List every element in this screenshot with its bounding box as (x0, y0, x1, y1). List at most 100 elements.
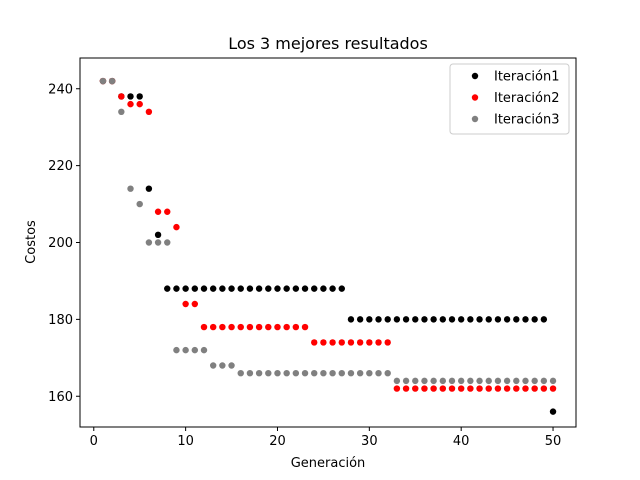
legend-label: Iteración1 (494, 70, 559, 85)
data-point (430, 385, 437, 392)
x-tick-label: 50 (545, 434, 562, 449)
data-point (467, 316, 474, 323)
data-point (191, 346, 199, 354)
data-point (219, 285, 226, 292)
data-point (246, 369, 254, 377)
data-point (412, 377, 419, 385)
x-tick-label: 0 (90, 434, 98, 449)
data-point (421, 377, 428, 385)
data-point (209, 323, 217, 331)
data-point (338, 369, 345, 377)
data-point (237, 323, 244, 331)
data-point (164, 208, 171, 215)
x-tick-label: 30 (361, 434, 378, 449)
data-point (200, 346, 208, 354)
data-point (448, 316, 456, 323)
data-point (347, 339, 355, 346)
data-point (366, 316, 373, 323)
data-point (430, 316, 437, 323)
data-point (191, 300, 199, 308)
data-point (255, 285, 263, 292)
data-point (320, 285, 327, 292)
data-point (476, 316, 483, 323)
data-point (375, 369, 382, 377)
data-point (301, 323, 309, 331)
data-point (283, 369, 290, 377)
data-point (108, 77, 116, 85)
data-point (145, 108, 153, 116)
data-point (237, 369, 244, 377)
data-point (219, 323, 226, 331)
data-point (283, 323, 290, 331)
chart-title: Los 3 mejores resultados (228, 34, 428, 53)
data-point (246, 323, 254, 331)
data-point (209, 285, 217, 292)
legend-marker (471, 72, 479, 80)
data-point (265, 369, 272, 377)
data-point (366, 339, 373, 346)
data-point (173, 223, 180, 231)
data-point (145, 239, 153, 246)
data-point (127, 185, 134, 192)
data-point (439, 385, 447, 392)
legend-marker (471, 94, 479, 101)
data-point (384, 316, 391, 323)
data-point (467, 377, 474, 385)
data-point (265, 323, 272, 331)
data-point (513, 385, 520, 392)
data-point (412, 316, 419, 323)
data-point (522, 377, 529, 385)
data-point (503, 385, 511, 392)
series-2 (99, 77, 557, 392)
data-point (384, 339, 391, 346)
data-point (347, 316, 355, 323)
data-point (531, 385, 538, 392)
data-point (494, 377, 502, 385)
data-point (329, 285, 336, 292)
data-point (255, 369, 263, 377)
data-point (136, 100, 143, 108)
x-tick-label: 40 (453, 434, 470, 449)
y-axis-label: Costos (24, 220, 39, 264)
data-point (366, 369, 373, 377)
data-points (99, 77, 557, 415)
data-point (421, 385, 428, 392)
data-point (448, 377, 456, 385)
data-point (118, 93, 125, 100)
data-point (531, 316, 538, 323)
data-point (145, 185, 153, 192)
legend: Iteración1 Iteración2 Iteración3 (449, 63, 570, 135)
data-point (311, 339, 318, 346)
data-point (99, 77, 107, 85)
data-point (274, 369, 281, 377)
y-tick-label: 180 (48, 313, 73, 328)
data-point (311, 285, 318, 292)
data-point (476, 385, 483, 392)
data-point (448, 385, 456, 392)
data-point (118, 108, 125, 116)
data-point (219, 362, 226, 369)
data-point (457, 385, 465, 392)
series-3 (99, 77, 557, 385)
data-point (182, 300, 189, 308)
data-point (200, 323, 208, 331)
data-point (200, 285, 208, 292)
data-point (329, 369, 336, 377)
data-point (393, 316, 401, 323)
data-point (329, 339, 336, 346)
data-point (127, 100, 134, 108)
data-point (485, 385, 492, 392)
data-point (467, 385, 474, 392)
data-point (246, 285, 254, 292)
y-tick-label: 160 (48, 390, 73, 405)
data-point (255, 323, 263, 331)
x-axis-ticks: 0 10 20 30 40 50 (90, 427, 562, 449)
data-point (136, 93, 143, 100)
data-point (421, 316, 428, 323)
data-point (356, 369, 364, 377)
data-point (393, 377, 401, 385)
data-point (173, 285, 180, 292)
data-point (430, 377, 437, 385)
data-point (338, 339, 345, 346)
